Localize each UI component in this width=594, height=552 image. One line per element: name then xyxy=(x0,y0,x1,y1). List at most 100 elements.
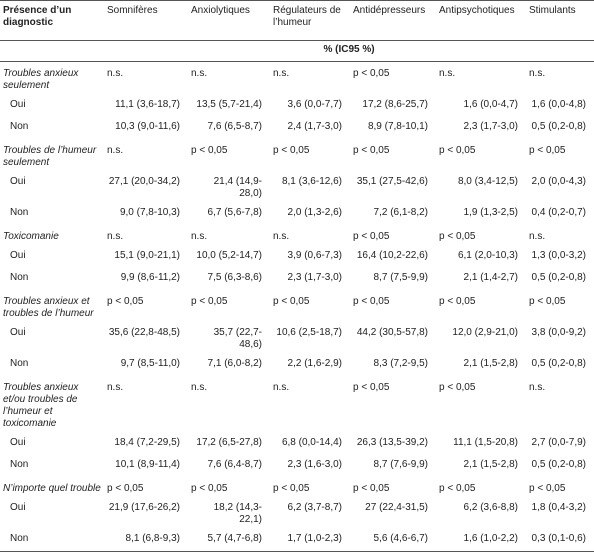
row-label: Non xyxy=(10,358,29,369)
group-label: N’importe quel trouble xyxy=(3,483,101,494)
cell-value: 0,5 (0,2-0,8) xyxy=(531,358,586,369)
group-row: Troubles anxieux et/ou troubles de l’hum… xyxy=(0,376,594,433)
cell-value: 3,6 (0,0-7,7) xyxy=(287,99,342,110)
cell-value: 5,7 (4,7-6,8) xyxy=(188,529,270,552)
cell-value: 1,7 (1,0-2,3) xyxy=(270,529,350,552)
data-row: Non 9,7 (8,5-11,0) 7,1 (6,0-8,2) 2,2 (1,6-2… xyxy=(0,354,594,376)
cell-value: 35,1 (27,5-42,6) xyxy=(356,176,428,187)
row-label: Oui xyxy=(10,502,26,513)
cell-value: 11,1 (1,5-20,8) xyxy=(453,437,518,448)
group-label: Troubles anxieux et troubles de l’humeur xyxy=(3,296,94,319)
significance: n.s. xyxy=(273,231,290,242)
cell-value: 8,3 (7,2-9,5) xyxy=(373,358,428,369)
cell-value: 11,1 (3,6-18,7) xyxy=(115,99,180,110)
cell-value: 0,5 (0,2-0,8) xyxy=(531,121,586,132)
group-label: Troubles anxieux et/ou troubles de l’hum… xyxy=(3,382,79,429)
cell-value: 17,2 (6,5-27,8) xyxy=(196,437,262,448)
significance: p < 0,05 xyxy=(273,483,310,494)
column-header: Somnifères xyxy=(104,0,188,41)
cell-value: 1,8 (0,4-3,2) xyxy=(531,502,586,513)
cell-value: 2,3 (1,7-3,0) xyxy=(463,121,518,132)
row-label: Oui xyxy=(10,437,26,448)
significance: p < 0,05 xyxy=(273,296,310,307)
cell-value: 27 (22,4-31,5) xyxy=(365,502,428,513)
data-row: Non 10,3 (9,0-11,6) 7,6 (6,5-8,7) 2,4 (1,7-… xyxy=(0,117,594,139)
cell-value: 1,9 (1,3-2,5) xyxy=(463,207,518,218)
group-row: Troubles de l’humeur seulement n.s. p < 0,… xyxy=(0,139,594,172)
column-header: Anxiolytiques xyxy=(188,0,270,41)
significance: p < 0,05 xyxy=(439,296,476,307)
row-label: Oui xyxy=(10,250,26,261)
cell-value: 35,7 (22,7-48,6) xyxy=(213,327,262,350)
significance: p < 0,05 xyxy=(439,231,476,242)
row-label: Non xyxy=(10,121,29,132)
significance: n.s. xyxy=(191,382,208,393)
significance: p < 0,05 xyxy=(107,296,144,307)
row-label: Oui xyxy=(10,99,26,110)
table-header: Présence d’un diagnostic Somnifères Anxiol… xyxy=(0,0,594,41)
significance: n.s. xyxy=(273,382,290,393)
data-row: Non 9,0 (7,8-10,3) 6,7 (5,6-7,8) 2,0 (1,3-2… xyxy=(0,203,594,225)
significance: n.s. xyxy=(107,68,124,79)
cell-value: 9,7 (8,5-11,0) xyxy=(120,358,180,369)
cell-value: 1,6 (0,0-4,7) xyxy=(463,99,518,110)
row-label: Oui xyxy=(10,176,26,187)
subheader: % (IC95 %) xyxy=(104,40,594,62)
cell-value: 6,2 (3,7-8,7) xyxy=(287,502,342,513)
column-header: Antidépresseurs xyxy=(350,0,436,41)
cell-value: 27,1 (20,0-34,2) xyxy=(108,176,180,187)
cell-value: 8,7 (7,6-9,9) xyxy=(373,459,428,470)
significance: p < 0,05 xyxy=(439,145,476,156)
group-row: Troubles anxieux seulement n.s. n.s. n.s. p … xyxy=(0,62,594,96)
cell-value: 10,6 (2,5-18,7) xyxy=(276,327,342,338)
cell-value: 1,3 (0,0-3,2) xyxy=(531,250,586,261)
data-row: Oui 11,1 (3,6-18,7) 13,5 (5,7-21,4) 3,6 (0,… xyxy=(0,95,594,117)
column-header: Présence d’un diagnostic xyxy=(0,0,104,41)
significance: n.s. xyxy=(107,231,124,242)
group-label: Toxicomanie xyxy=(3,231,59,242)
cell-value: 2,3 (1,6-3,0) xyxy=(287,459,342,470)
significance: n.s. xyxy=(529,382,546,393)
data-row: Oui 27,1 (20,0-34,2) 21,4 (14,9-28,0) 8,1 (… xyxy=(0,172,594,203)
significance: p < 0,05 xyxy=(353,483,390,494)
cell-value: 8,9 (7,8-10,1) xyxy=(367,121,428,132)
row-label: Non xyxy=(10,207,29,218)
cell-value: 13,5 (5,7-21,4) xyxy=(196,99,262,110)
cell-value: 17,2 (8,6-25,7) xyxy=(362,99,428,110)
cell-value: 10,3 (9,0-11,6) xyxy=(115,121,180,132)
cell-value: 9,0 (7,8-10,3) xyxy=(119,207,180,218)
data-row: Oui 18,4 (7,2-29,5) 17,2 (6,5-27,8) 6,8 (0,… xyxy=(0,433,594,455)
group-row: Toxicomanie n.s. n.s. n.s. p < 0,05 p < 0,05 n… xyxy=(0,225,594,246)
cell-value: 2,7 (0,0-7,9) xyxy=(531,437,586,448)
significance: n.s. xyxy=(273,68,290,79)
cell-value: 2,0 (1,3-2,6) xyxy=(287,207,342,218)
significance: p < 0,05 xyxy=(353,296,390,307)
data-row: Non 9,9 (8,6-11,2) 7,5 (6,3-8,6) 2,3 (1,7-3… xyxy=(0,268,594,290)
cell-value: 44,2 (30,5-57,8) xyxy=(356,327,428,338)
significance: p < 0,05 xyxy=(191,296,228,307)
column-header: Régulateurs de l’humeur xyxy=(270,0,350,41)
row-label: Non xyxy=(10,459,29,470)
significance: p < 0,05 xyxy=(191,483,228,494)
significance: n.s. xyxy=(107,382,124,393)
cell-value: 26,3 (13,5-39,2) xyxy=(356,437,428,448)
group-label: Troubles anxieux seulement xyxy=(3,68,79,91)
significance: n.s. xyxy=(191,231,208,242)
cell-value: 2,4 (1,7-3,0) xyxy=(287,121,342,132)
significance: p < 0,05 xyxy=(353,382,390,393)
cell-value: 1,6 (1,0-2,2) xyxy=(436,529,526,552)
significance: p < 0,05 xyxy=(529,483,566,494)
cell-value: 8,0 (3,4-12,5) xyxy=(457,176,518,187)
significance: p < 0,05 xyxy=(439,483,476,494)
cell-value: 7,2 (6,1-8,2) xyxy=(373,207,428,218)
cell-value: 8,1 (3,6-12,6) xyxy=(281,176,342,187)
row-label: Non xyxy=(0,529,104,552)
cell-value: 9,9 (8,6-11,2) xyxy=(120,272,180,283)
significance: n.s. xyxy=(107,145,124,156)
cell-value: 3,9 (0,6-7,3) xyxy=(287,250,342,261)
cell-value: 18,4 (7,2-29,5) xyxy=(114,437,180,448)
data-row: Oui 35,6 (22,8-48,5) 35,7 (22,7-48,6) 10,6 … xyxy=(0,323,594,354)
cell-value: 6,2 (3,6-8,8) xyxy=(463,502,518,513)
significance: p < 0,05 xyxy=(353,231,390,242)
